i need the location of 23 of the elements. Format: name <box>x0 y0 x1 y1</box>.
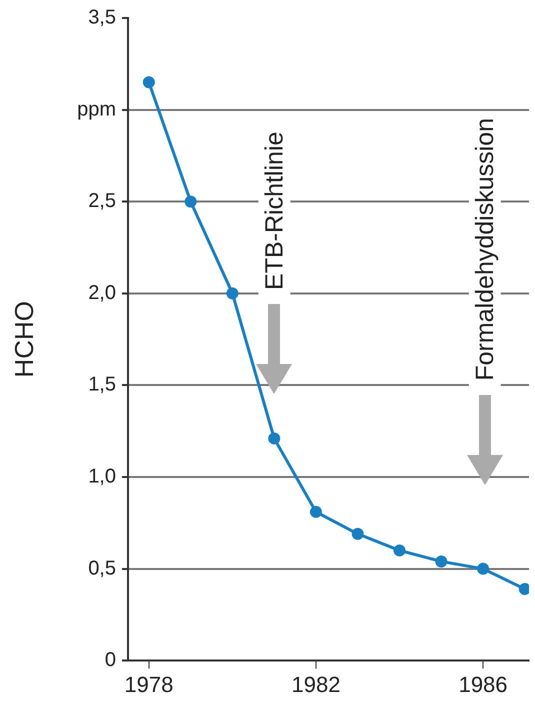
point <box>310 506 322 518</box>
point <box>394 544 406 556</box>
annotation: ETB-Richtlinie <box>260 132 288 290</box>
y-tick-label: 0 <box>104 649 116 672</box>
x-tick-label: 1986 <box>458 672 508 697</box>
point <box>142 76 155 88</box>
y-tick-label: 2,0 <box>88 282 116 304</box>
point <box>226 287 238 300</box>
y-axis-title: HCHO <box>8 301 39 378</box>
annotation: Formaldehyddiskussion <box>470 118 499 381</box>
y-tick-label: 3,5 <box>88 6 116 29</box>
y-tick-label: 2,5 <box>88 190 116 212</box>
y-tick-label: 0,5 <box>88 557 116 580</box>
point <box>184 196 197 208</box>
point <box>352 528 364 540</box>
point <box>435 555 448 568</box>
point <box>268 432 280 444</box>
x-tick-label: 1982 <box>291 672 340 697</box>
y-tick-label: ppm <box>77 98 116 120</box>
y-tick-label: 1,0 <box>88 466 116 488</box>
point <box>477 562 490 575</box>
x-tick-label: 1978 <box>124 672 174 697</box>
y-tick-label: 1,5 <box>88 374 116 396</box>
